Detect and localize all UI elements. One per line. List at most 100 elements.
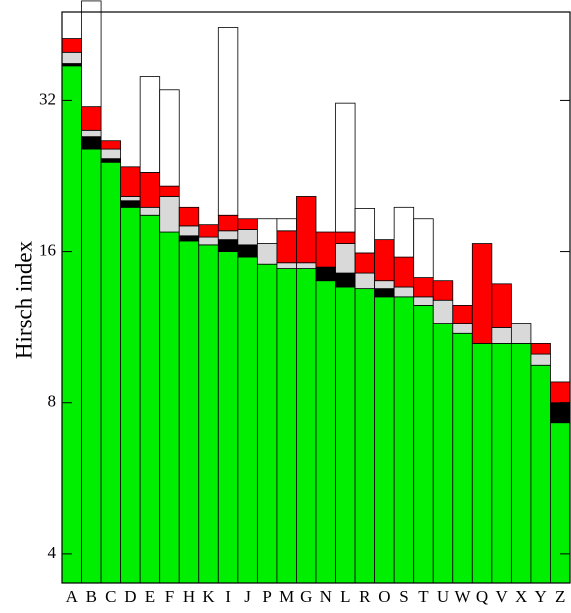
y-tick-label: 32 (39, 89, 56, 108)
x-tick-label: G (300, 587, 312, 606)
bar-segment (100, 148, 122, 160)
bar-segment (120, 196, 141, 202)
bar-segment (81, 106, 102, 131)
bar-segment (296, 196, 317, 264)
bar-segment (178, 235, 200, 242)
x-tick-label: Z (555, 587, 565, 606)
bar-segment (139, 76, 161, 173)
bar-segment (471, 243, 493, 344)
bar-segment (530, 353, 551, 366)
bar-segment (315, 266, 336, 282)
bar-segment (374, 296, 395, 584)
bar-segment (550, 381, 571, 404)
x-tick-label: N (320, 587, 332, 606)
bar-segment (159, 89, 180, 187)
x-tick-label: J (244, 587, 251, 606)
plot-frame (61, 11, 571, 584)
bar-segment (510, 343, 532, 584)
bar-segment (120, 200, 141, 208)
bar-segment (81, 148, 102, 584)
x-tick-label: S (399, 587, 408, 606)
bar-segment (276, 218, 297, 232)
bar-segment (354, 272, 376, 290)
bar-segment (237, 256, 258, 584)
bar-segment (237, 218, 258, 230)
bar-segment (393, 256, 415, 288)
bar-segment (139, 206, 161, 216)
bar-segment (159, 196, 180, 233)
bar-segment (217, 27, 239, 216)
bar-segment (217, 239, 239, 252)
bar-segment (296, 262, 317, 269)
bar-segment (491, 343, 512, 584)
bar-segment (354, 208, 376, 254)
bar-segment (159, 185, 180, 197)
x-tick-label: W (455, 587, 472, 606)
bar-segment (374, 280, 395, 290)
bar-segment (61, 51, 82, 64)
bar-segment (178, 206, 200, 227)
x-tick-label: X (515, 587, 527, 606)
bar-segment (237, 229, 258, 246)
bar-segment (530, 364, 551, 584)
bar-segment (276, 230, 297, 264)
bar-segment (198, 244, 219, 584)
bar-segment (550, 402, 571, 424)
x-tick-label: Q (476, 587, 488, 606)
bar-segment (217, 230, 239, 241)
bar-segment (178, 225, 200, 237)
x-tick-label: L (340, 587, 350, 606)
bar-segment (452, 305, 473, 324)
bar-segment (354, 252, 376, 274)
bar-segment (432, 299, 454, 324)
x-tick-label: V (495, 587, 508, 606)
bar-segment (198, 236, 219, 246)
bar-segment (178, 240, 200, 584)
bar-segment (61, 65, 82, 584)
bar-segment (256, 263, 278, 584)
bar-segment (120, 206, 141, 584)
x-tick-label: E (145, 587, 155, 606)
x-tick-label: B (86, 587, 97, 606)
bar-segment (413, 277, 434, 298)
bar-segment (374, 239, 395, 282)
bar-segment (335, 102, 356, 233)
bar-segment (335, 272, 356, 288)
bar-segment (217, 251, 239, 584)
bar-segment (530, 343, 551, 355)
bar-segment (100, 161, 122, 584)
bar-segment (159, 231, 180, 584)
bar-segment (452, 323, 473, 334)
bar-segment (393, 286, 415, 298)
bar-segment (237, 244, 258, 258)
bar-segment (452, 332, 473, 584)
bar-segment (413, 305, 434, 584)
bar-segment (335, 286, 356, 584)
bar-segment (256, 218, 278, 244)
x-tick-label: U (437, 587, 449, 606)
bar-segment (100, 140, 122, 150)
y-tick-label: 4 (48, 543, 57, 562)
bar-segment (198, 224, 219, 238)
bar-segment (491, 327, 512, 344)
x-tick-label: F (165, 587, 174, 606)
y-axis-label: Hirsch index (11, 240, 36, 359)
x-tick-label: P (262, 587, 271, 606)
bar-segment (81, 0, 102, 108)
y-tick-label: 8 (48, 392, 57, 411)
bar-segment (471, 343, 493, 584)
bar-segment (315, 231, 336, 268)
bar-segment (413, 296, 434, 306)
x-tick-label: C (105, 587, 116, 606)
x-tick-label: T (418, 587, 429, 606)
bar-segment (354, 288, 376, 584)
bar-segment (510, 323, 532, 344)
bar-segment (413, 218, 434, 278)
x-tick-label: K (202, 587, 215, 606)
bar-segment (256, 243, 278, 265)
y-tick-label: 16 (39, 240, 56, 259)
bar-segment (393, 206, 415, 258)
bar-segment (335, 243, 356, 274)
